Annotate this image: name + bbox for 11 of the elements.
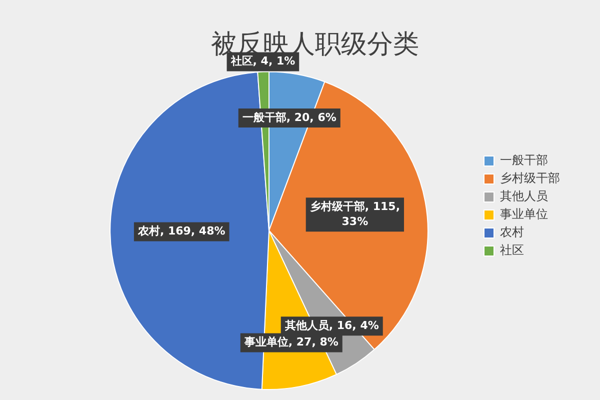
legend-label: 乡村级干部: [500, 171, 560, 186]
legend-label: 一般干部: [500, 153, 548, 168]
legend-label: 社区: [500, 243, 524, 258]
data-label: 其他人员, 16, 4%: [284, 319, 379, 332]
data-label: 事业单位, 27, 8%: [243, 336, 338, 349]
data-label: 一般干部, 20, 6%: [242, 110, 336, 124]
legend-label: 其他人员: [500, 189, 548, 204]
legend-label: 农村: [500, 225, 524, 240]
data-label: 乡村级干部, 115, 33%: [310, 200, 400, 228]
data-label: 农村, 169, 48%: [136, 224, 226, 238]
legend-label: 事业单位: [500, 207, 548, 222]
